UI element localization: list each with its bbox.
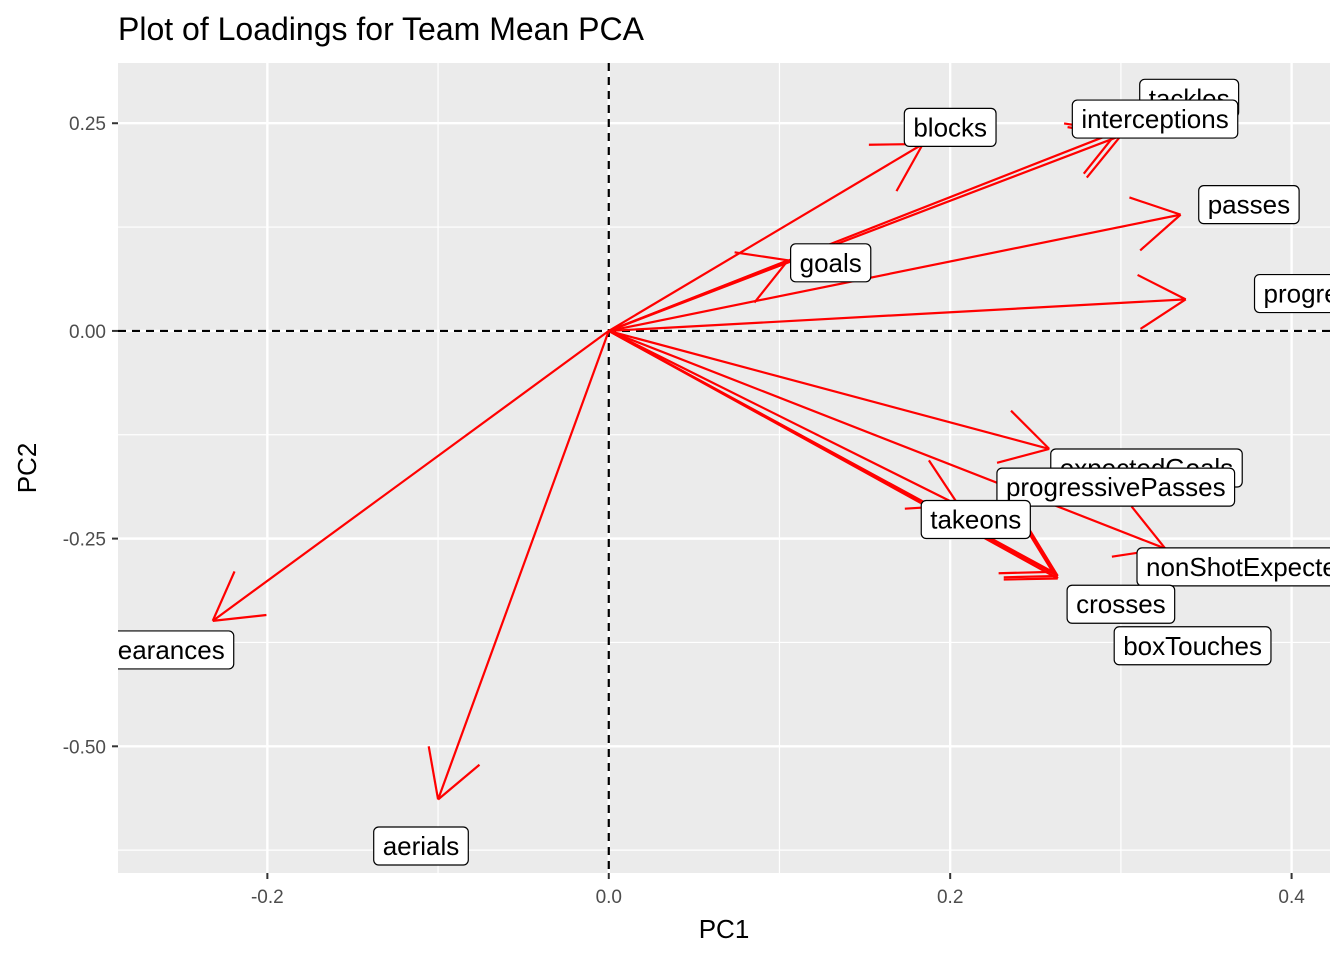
label-box (996, 467, 1236, 507)
loading-label: boxTouches (1113, 626, 1272, 666)
label-text: nonShotExpectedGo (1146, 552, 1344, 582)
loading-arrows (211, 122, 1187, 801)
label-text: learances (112, 635, 225, 665)
arrow-head (211, 571, 236, 622)
x-tick-label: 0.2 (937, 887, 963, 908)
label-text: progressiveP (1264, 279, 1344, 309)
loading-label: learances (112, 630, 235, 670)
label-box (920, 499, 1031, 540)
label-box (1136, 547, 1330, 587)
arrow-head (1139, 213, 1182, 252)
label-box (1253, 273, 1330, 314)
loading-label: passes (1198, 185, 1300, 225)
arrow-head (437, 763, 481, 801)
y-axis: -0.50 -0.25 0.00 0.25 (63, 114, 118, 758)
y-tick-label: 0.25 (69, 114, 106, 135)
label-text: blocks (913, 112, 987, 142)
label-text: takeons (930, 505, 1021, 535)
arrow-head (1003, 577, 1058, 581)
label-box (903, 107, 997, 147)
loading-arrow (211, 330, 610, 622)
arrow-shaft (608, 329, 1050, 450)
arrow-head (1130, 505, 1167, 550)
loading-label: progressiveP (1253, 273, 1344, 314)
x-axis-title: PC1 (699, 914, 750, 944)
arrow-head (427, 746, 440, 800)
label-box (118, 630, 235, 670)
arrow-head (927, 459, 960, 506)
arrow-shaft (608, 298, 1186, 333)
arrow-shaft (437, 330, 610, 800)
x-axis: -0.2 0.0 0.2 0.4 (251, 873, 1305, 908)
loading-label: interceptions (1071, 99, 1239, 139)
label-text: crosses (1076, 589, 1166, 619)
y-tick-label: -0.25 (63, 530, 106, 551)
arrow-shaft (212, 330, 610, 622)
label-text: passes (1208, 190, 1290, 220)
loading-label: aerials (373, 826, 469, 866)
x-tick-label: 0.0 (596, 887, 622, 908)
arrow-head (895, 143, 924, 192)
loading-arrow (427, 330, 610, 801)
arrow-head (998, 570, 1053, 575)
loading-label: crosses (1066, 584, 1176, 624)
y-tick-label: -0.50 (63, 737, 106, 758)
arrow-head (1028, 529, 1059, 577)
arrow-head (1139, 298, 1187, 330)
label-box (1066, 584, 1176, 624)
loading-arrow (608, 196, 1182, 333)
arrow-head (753, 259, 789, 304)
label-text: goals (800, 248, 862, 278)
y-axis-title: PC2 (12, 443, 42, 494)
arrow-shaft (608, 329, 960, 507)
label-box (1113, 626, 1272, 666)
arrow-shaft (608, 143, 924, 332)
label-text: progressivePasses (1006, 472, 1226, 502)
x-tick-label: -0.2 (251, 887, 284, 908)
label-box (1071, 99, 1239, 139)
arrow-shaft (608, 259, 789, 332)
loading-label: progressivePasses (996, 467, 1236, 507)
arrow-shaft (608, 213, 1181, 333)
y-tick-label: 0.00 (69, 322, 106, 343)
label-box (1198, 185, 1300, 225)
loading-arrow (608, 251, 789, 332)
label-text: interceptions (1081, 104, 1228, 134)
label-text: boxTouches (1123, 631, 1262, 661)
arrow-head (1003, 574, 1058, 579)
label-box (790, 243, 872, 283)
arrow-head (1010, 409, 1050, 450)
arrow-shaft (608, 329, 1166, 550)
arrow-head (734, 251, 789, 262)
loading-label: blocks (903, 107, 997, 147)
loading-label: goals (790, 243, 872, 283)
x-tick-label: 0.4 (1278, 887, 1305, 908)
arrow-head (1129, 196, 1181, 216)
reference-lines (118, 63, 1330, 873)
arrow-head (1085, 134, 1122, 179)
loading-arrow (608, 273, 1187, 333)
loading-label: takeons (920, 499, 1031, 540)
chart-title: Plot of Loadings for Team Mean PCA (118, 11, 645, 47)
loading-labels: tacklesinterceptionsblockspassesgoalspro… (112, 78, 1344, 866)
arrow-head (1137, 273, 1187, 301)
loading-arrow (608, 329, 1050, 464)
arrow-head (212, 613, 267, 622)
label-text: aerials (383, 831, 460, 861)
arrow-head (996, 447, 1050, 464)
loading-label: nonShotExpectedGo (1136, 547, 1344, 587)
label-box (373, 826, 469, 866)
